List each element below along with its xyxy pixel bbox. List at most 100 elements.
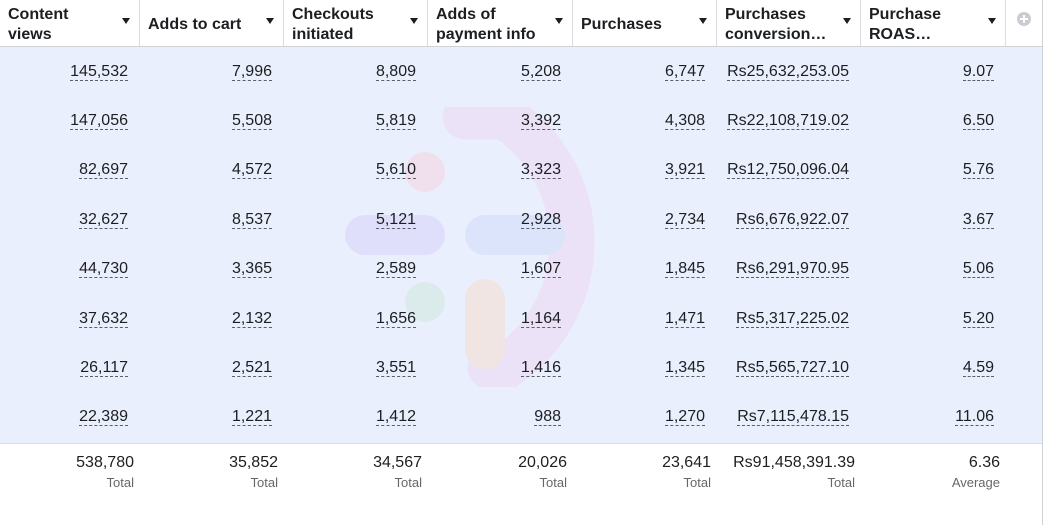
cell-value-link[interactable]: 5.20: [962, 309, 994, 328]
cell-value-link[interactable]: 8,537: [231, 210, 272, 229]
caret-down-icon[interactable]: [699, 18, 707, 24]
cell-value-link[interactable]: 5,121: [375, 210, 416, 229]
cell-value-link[interactable]: Rs6,676,922.07: [736, 210, 849, 229]
table-cell: 5,508: [140, 96, 284, 145]
cell-value-link[interactable]: Rs25,632,253.05: [727, 62, 849, 81]
cell-value-link[interactable]: 1,270: [664, 408, 705, 427]
table-cell: 32,627: [0, 195, 140, 244]
table-cell: 82,697: [0, 146, 140, 195]
table-cell: 9.07: [861, 47, 1006, 96]
cell-value-link[interactable]: Rs6,291,970.95: [736, 260, 849, 279]
cell-value-link[interactable]: 1,345: [664, 358, 705, 377]
cell-value-link[interactable]: 5.06: [962, 260, 994, 279]
cell-value-link[interactable]: Rs7,115,478.15: [737, 408, 849, 427]
cell-value-link[interactable]: 3,323: [520, 161, 561, 180]
cell-value-link[interactable]: 1,416: [520, 358, 561, 377]
cell-value-link[interactable]: 3,921: [664, 161, 705, 180]
cell-value-link[interactable]: 3,551: [375, 358, 416, 377]
table-cell: 26,117: [0, 343, 140, 392]
cell-value-link[interactable]: 4,308: [664, 111, 705, 130]
cell-value-link[interactable]: 2,521: [231, 358, 272, 377]
cell-value-link[interactable]: 22,389: [79, 408, 128, 427]
total-cell: 23,641 Total: [573, 444, 717, 525]
table-cell: 988: [428, 393, 573, 442]
cell-value-link[interactable]: 1,845: [664, 260, 705, 279]
cell-value-link[interactable]: 1,656: [375, 309, 416, 328]
table-body: 145,532 7,996 8,809 5,208 6,747 Rs25,632,253.…: [0, 47, 1043, 443]
table-cell: 2,521: [140, 343, 284, 392]
caret-down-icon[interactable]: [266, 18, 274, 24]
column-header[interactable]: Checkouts initiated: [284, 0, 428, 46]
cell-value-link[interactable]: 82,697: [79, 161, 128, 180]
column-header[interactable]: Purchase ROAS (retur…: [861, 0, 1006, 46]
cell-value-link[interactable]: 145,532: [70, 62, 128, 81]
table-cell: Rs12,750,096.04: [717, 146, 861, 195]
cell-value-link[interactable]: 44,730: [79, 260, 128, 279]
cell-value-link[interactable]: 3,365: [231, 260, 272, 279]
table-cell: 5,208: [428, 47, 573, 96]
cell-value-link[interactable]: 5,208: [520, 62, 561, 81]
cell-value-link[interactable]: 26,117: [80, 358, 128, 377]
cell-value-link[interactable]: 1,471: [664, 309, 705, 328]
cell-value-link[interactable]: 2,928: [520, 210, 561, 229]
cell-value-link[interactable]: 9.07: [962, 62, 994, 81]
table-cell: 1,164: [428, 294, 573, 343]
cell-value-link[interactable]: 2,132: [231, 309, 272, 328]
cell-value-link[interactable]: 32,627: [79, 210, 128, 229]
total-cell: 35,852 Total: [140, 444, 284, 525]
column-header-label: Content views: [8, 5, 69, 43]
table-cell: 3,323: [428, 146, 573, 195]
cell-value-link[interactable]: Rs12,750,096.04: [727, 161, 849, 180]
cell-value-link[interactable]: 988: [534, 408, 561, 427]
cell-value-link[interactable]: 2,589: [375, 260, 416, 279]
table-cell: 6.50: [861, 96, 1006, 145]
cell-value-link[interactable]: 5,819: [375, 111, 416, 130]
column-header[interactable]: Content views: [0, 0, 140, 46]
table-cell: 3,551: [284, 343, 428, 392]
column-header-label: Adds to cart: [148, 15, 242, 33]
column-header[interactable]: Adds to cart: [140, 0, 284, 46]
table-cell: 1,412: [284, 393, 428, 442]
cell-value-link[interactable]: 6,747: [664, 62, 705, 81]
table-cell: Rs6,291,970.95: [717, 245, 861, 294]
cell-value-link[interactable]: Rs22,108,719.02: [727, 111, 849, 130]
table-cell: 37,632: [0, 294, 140, 343]
total-label: Total: [827, 475, 855, 490]
cell-value-link[interactable]: 7,996: [231, 62, 272, 81]
cell-value-link[interactable]: 5,508: [231, 111, 272, 130]
cell-value-link[interactable]: 5.76: [962, 161, 994, 180]
cell-value-link[interactable]: 147,056: [70, 111, 128, 130]
cell-value-link[interactable]: 11.06: [955, 408, 994, 427]
cell-value-link[interactable]: Rs5,317,225.02: [736, 309, 849, 328]
cell-value-link[interactable]: 3,392: [520, 111, 561, 130]
cell-value-link[interactable]: 8,809: [375, 62, 416, 81]
caret-down-icon[interactable]: [988, 18, 996, 24]
cell-value-link[interactable]: 1,164: [520, 309, 561, 328]
cell-value-link[interactable]: 1,412: [375, 408, 416, 427]
cell-value-link[interactable]: 37,632: [79, 309, 128, 328]
add-column-cell: [1006, 0, 1042, 46]
plus-circle-icon[interactable]: [1017, 12, 1031, 26]
caret-down-icon[interactable]: [410, 18, 418, 24]
total-value: Rs91,458,391.39: [733, 454, 855, 471]
table-row: 22,389 1,221 1,412 988 1,270 Rs7,115,478.15 11…: [0, 393, 1007, 442]
caret-down-icon[interactable]: [122, 18, 130, 24]
cell-value-link[interactable]: 6.50: [962, 111, 994, 130]
cell-value-link[interactable]: Rs5,565,727.10: [736, 358, 849, 377]
caret-down-icon[interactable]: [555, 18, 563, 24]
table-cell: 5.06: [861, 245, 1006, 294]
cell-value-link[interactable]: 1,221: [231, 408, 272, 427]
column-header[interactable]: Adds of payment info: [428, 0, 573, 46]
cell-value-link[interactable]: 1,607: [520, 260, 561, 279]
total-value: 35,852: [229, 454, 278, 471]
cell-value-link[interactable]: 4.59: [962, 358, 994, 377]
cell-value-link[interactable]: 5,610: [375, 161, 416, 180]
cell-value-link[interactable]: 4,572: [231, 161, 272, 180]
table-cell: 2,734: [573, 195, 717, 244]
cell-value-link[interactable]: 2,734: [664, 210, 705, 229]
cell-value-link[interactable]: 3.67: [962, 210, 994, 229]
column-header[interactable]: Purchases: [573, 0, 717, 46]
column-header[interactable]: Purchases conversion…: [717, 0, 861, 46]
caret-down-icon[interactable]: [843, 18, 851, 24]
table-cell: 1,416: [428, 343, 573, 392]
